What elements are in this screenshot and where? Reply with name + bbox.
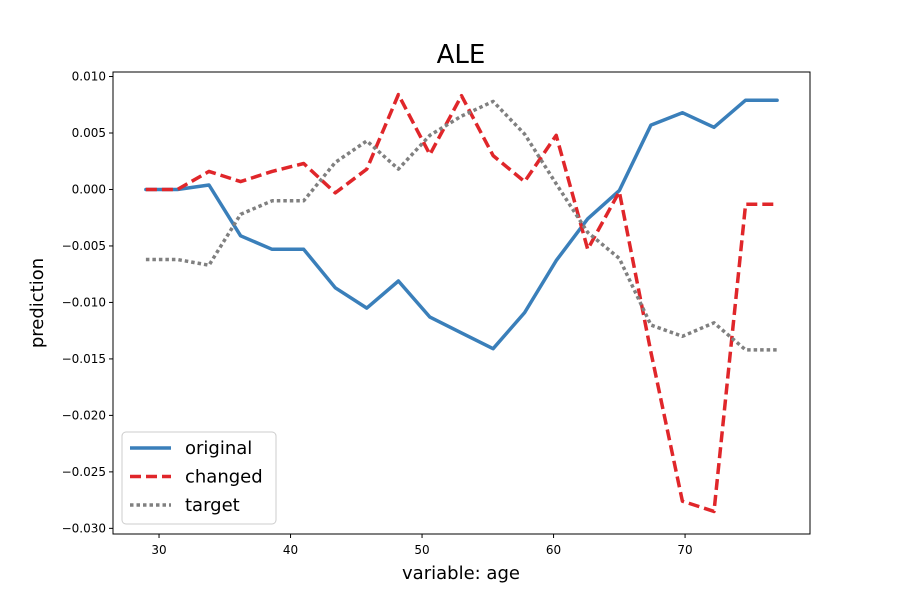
x-axis: 30 40 50 60 70: [151, 534, 693, 557]
series-line-original: [144, 98, 779, 351]
chart-title: ALE: [437, 40, 486, 70]
legend-box: [121, 431, 277, 525]
y-axis: 0.010 0.005 0.000 −0.005 −0.010 −0.015 −0.020 −…: [62, 70, 113, 535]
x-tick-label: 60: [546, 543, 561, 557]
y-tick-label: 0.010: [72, 70, 106, 84]
x-tick-label: 70: [677, 543, 692, 557]
legend: original changed target: [121, 431, 277, 525]
legend-label-original: original: [185, 438, 252, 459]
x-tick-label: 30: [151, 543, 166, 557]
y-tick-label: 0.005: [72, 126, 106, 140]
plot-frame: [112, 71, 811, 535]
legend-label-changed: changed: [185, 467, 263, 488]
legend-label-target: target: [185, 495, 240, 516]
y-axis-label: prediction: [27, 258, 48, 348]
x-tick-label: 50: [414, 543, 429, 557]
series-line-changed: [145, 92, 778, 514]
series-layer: [144, 92, 779, 514]
y-tick-label: −0.020: [62, 408, 106, 422]
y-tick-label: −0.025: [62, 465, 106, 479]
x-tick-label: 40: [283, 543, 298, 557]
series-line-target: [145, 99, 778, 352]
y-tick-label: −0.015: [62, 352, 106, 366]
y-tick-label: −0.030: [62, 521, 106, 535]
y-tick-label: 0.000: [72, 182, 106, 196]
x-axis-label: variable: age: [402, 563, 520, 584]
y-tick-label: −0.010: [62, 295, 106, 309]
y-tick-label: −0.005: [62, 239, 106, 253]
